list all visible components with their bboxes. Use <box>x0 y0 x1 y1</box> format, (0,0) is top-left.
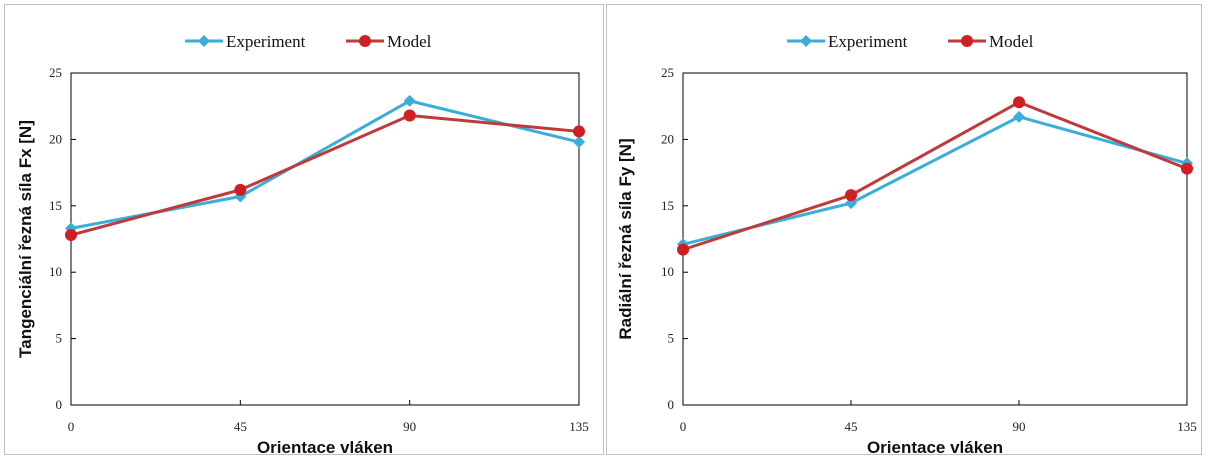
y-axis-title: Radiální řezná síla Fy [N] <box>616 138 635 339</box>
y-tick-label: 25 <box>49 65 62 80</box>
data-point-model <box>573 125 585 138</box>
series-line-experiment <box>70 99 580 230</box>
data-point-experiment <box>1013 110 1025 123</box>
y-tick-label: 15 <box>661 198 674 213</box>
x-tick-label: 90 <box>403 419 416 434</box>
chart-tangential-force: 0 5 10 15 20 25 0 45 90 135 Orientace vláken Tangen… <box>16 32 589 456</box>
data-point-model <box>234 183 247 196</box>
legend-marker-diamond <box>800 35 812 47</box>
x-tick-label: 135 <box>1177 419 1197 434</box>
x-tick-label: 45 <box>234 419 247 434</box>
data-point-model <box>65 229 77 242</box>
data-point-model <box>1013 96 1025 109</box>
y-axis-title: Tangenciální řezná síla Fx [N] <box>16 120 35 358</box>
chart-panel-radial: 0 5 10 15 20 25 0 45 90 135 Orientace vláken Radiál… <box>606 4 1202 456</box>
y-tick-label: 20 <box>49 131 62 146</box>
x-tick-label: 135 <box>569 419 589 434</box>
y-tick-label: 0 <box>668 397 675 412</box>
legend-marker-circle <box>961 35 973 47</box>
y-tick-label: 15 <box>49 198 62 213</box>
x-tick-label: 0 <box>680 419 687 434</box>
y-tick-label: 10 <box>49 264 62 279</box>
data-point-model <box>1181 162 1193 175</box>
data-point-experiment <box>573 136 585 149</box>
x-tick-label: 90 <box>1013 419 1026 434</box>
legend-label-model: Model <box>387 32 432 51</box>
data-point-experiment <box>403 94 416 107</box>
legend-marker-diamond <box>198 35 210 47</box>
x-axis-title: Orientace vláken <box>867 438 1003 456</box>
y-tick-label: 20 <box>661 131 674 146</box>
data-point-model <box>403 109 416 122</box>
series-line-model <box>682 100 1188 252</box>
y-tick-label: 0 <box>56 397 63 412</box>
y-tick-label: 5 <box>668 331 675 346</box>
chart-panel-tangential: 0 5 10 15 20 25 0 45 90 135 Orientace vláken Tangen… <box>4 4 604 456</box>
legend-marker-circle <box>359 35 371 47</box>
y-tick-label: 10 <box>661 264 674 279</box>
y-tick-label: 5 <box>56 331 63 346</box>
x-tick-label: 45 <box>845 419 858 434</box>
x-axis-title: Orientace vláken <box>257 438 393 456</box>
x-tick-label: 0 <box>68 419 75 434</box>
data-point-model <box>677 243 689 256</box>
legend-label-model: Model <box>989 32 1034 51</box>
data-point-model <box>845 189 857 202</box>
chart-radial-force: 0 5 10 15 20 25 0 45 90 135 Orientace vláken Radiál… <box>616 32 1197 456</box>
series-line-model <box>70 113 580 237</box>
y-tick-label: 25 <box>661 65 674 80</box>
legend-label-experiment: Experiment <box>226 32 306 51</box>
legend-label-experiment: Experiment <box>828 32 908 51</box>
plot-area-frame <box>682 72 1188 406</box>
